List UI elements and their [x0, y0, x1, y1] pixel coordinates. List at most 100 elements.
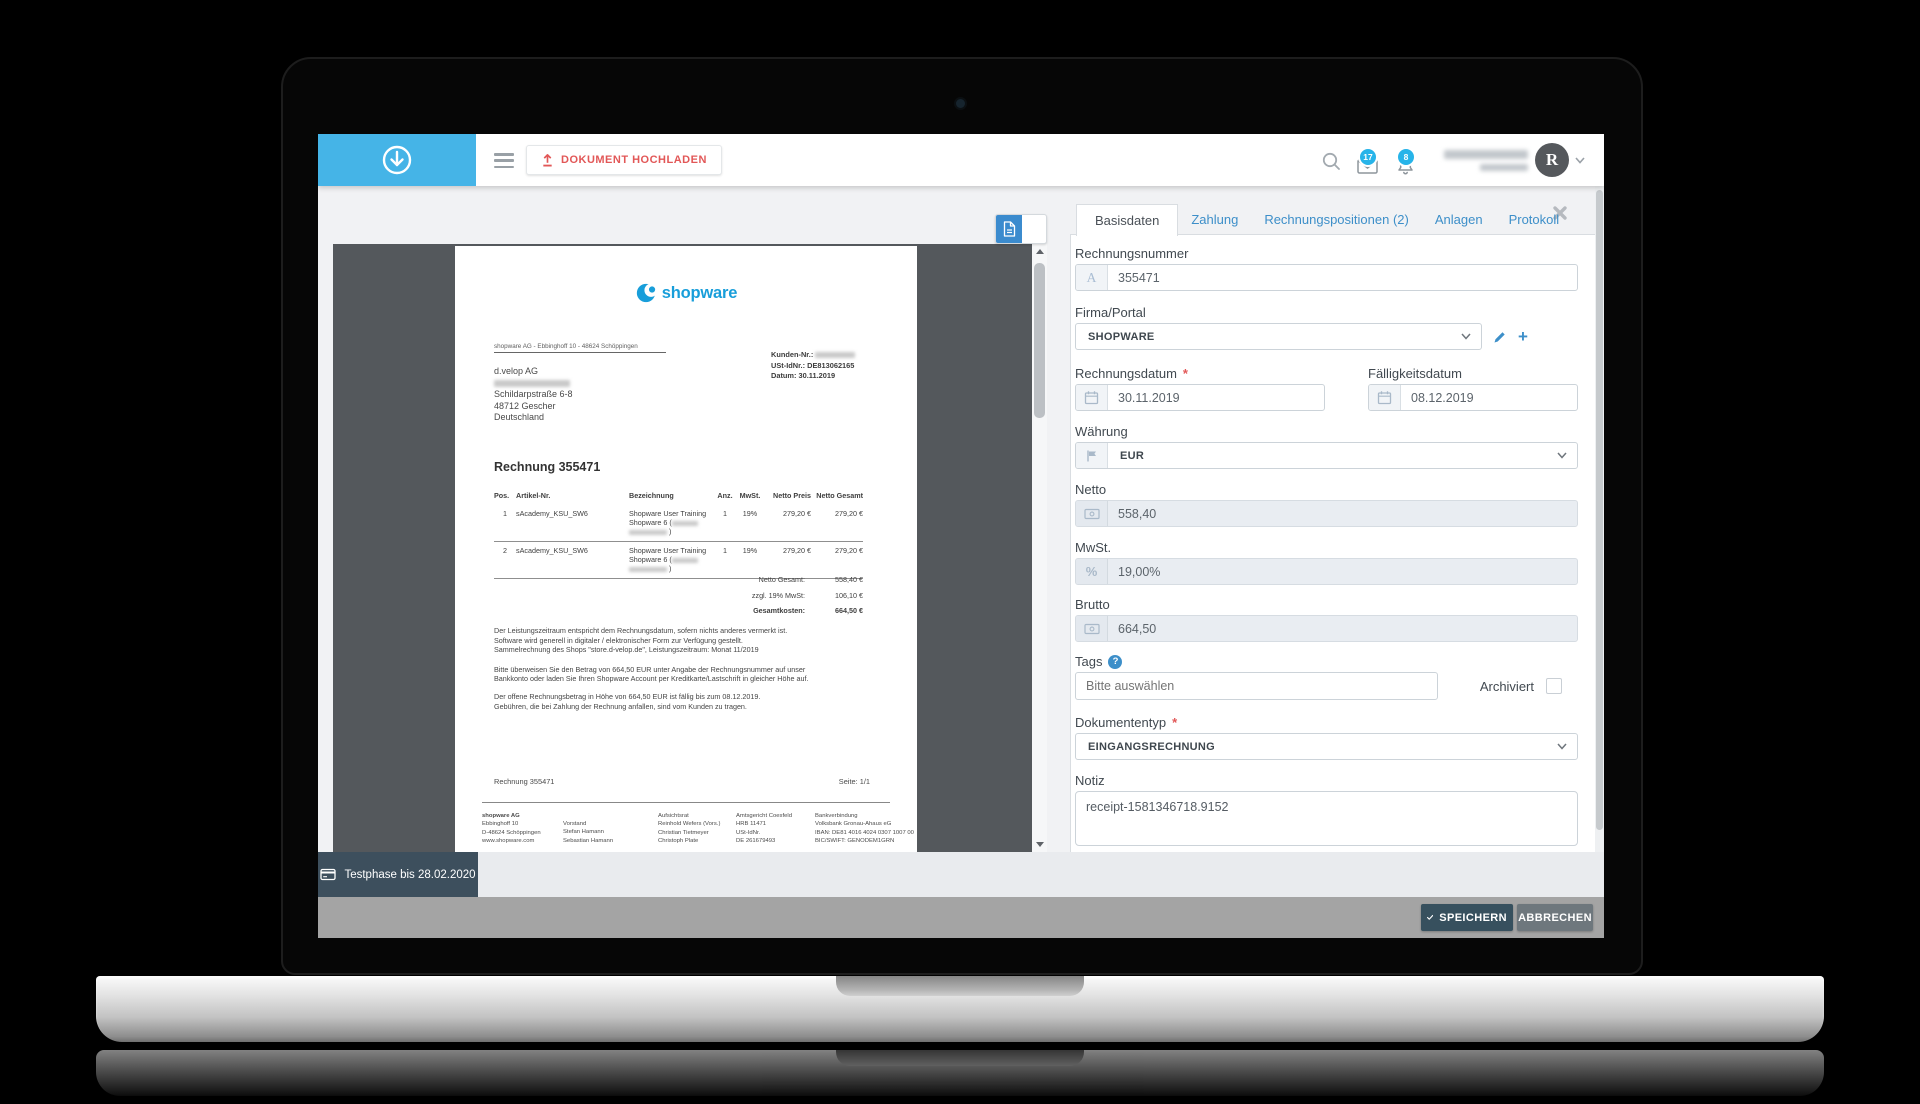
download-circle-icon: [382, 145, 412, 175]
invoice-footer-divider: [482, 802, 890, 803]
archiviert-checkbox[interactable]: [1546, 678, 1562, 694]
avatar-letter: R: [1545, 150, 1559, 169]
field-dates-row: Rechnungsdatum *: [1075, 366, 1578, 411]
document-viewer: shopware shopware AG - Ebbinghoff 10 - 4…: [333, 244, 1047, 852]
laptop-base-notch: [836, 1050, 1084, 1066]
laptop-base-reflection: [96, 1050, 1824, 1096]
chevron-down-icon[interactable]: [1575, 157, 1585, 164]
field-label: Notiz: [1075, 773, 1105, 788]
avatar[interactable]: R: [1535, 143, 1569, 177]
kunden-nr-label: Kunden-Nr.:: [771, 350, 814, 359]
menu-icon[interactable]: [494, 153, 514, 168]
kunden-nr-redacted: [815, 352, 856, 359]
invoice-date-line: Datum: 30.11.2019: [771, 371, 836, 380]
tab-basisdaten[interactable]: Basisdaten: [1076, 203, 1179, 236]
item-detail-redacted: [671, 557, 698, 563]
recipient-line: Deutschland: [494, 412, 545, 422]
rechnungsnummer-input[interactable]: [1108, 265, 1577, 290]
pdf-toggle-off[interactable]: [1022, 215, 1046, 243]
invoice-sender-line: shopware AG - Ebbinghoff 10 - 48624 Schö…: [494, 343, 666, 353]
scroll-down-button[interactable]: [1032, 837, 1047, 852]
brutto-value: 664,50: [1118, 621, 1157, 636]
help-icon[interactable]: ?: [1108, 655, 1123, 669]
pdf-preview-toggle[interactable]: [995, 214, 1047, 244]
app-topbar: DOKUMENT HOCHLADEN 17 8: [318, 134, 1604, 186]
tab-anlagen[interactable]: Anlagen: [1434, 212, 1483, 227]
field-netto: Netto 558,40: [1075, 482, 1578, 527]
laptop-base-notch: [836, 976, 1084, 996]
invoice-recipient-address: d.velop AG Schildarpstraße 6-8 48712 Ges…: [494, 366, 573, 424]
pdf-file-icon: [1003, 221, 1015, 237]
percent-icon: %: [1076, 559, 1108, 584]
chevron-down-icon: [1557, 743, 1577, 750]
field-mwst: MwSt. % 19,00%: [1075, 540, 1578, 585]
search-icon[interactable]: [1322, 152, 1341, 171]
field-label: Firma/Portal: [1075, 305, 1146, 320]
field-notiz: Notiz receipt-1581346718.9152: [1075, 773, 1578, 851]
field-label: Rechnungsnummer: [1075, 246, 1189, 261]
shopware-logo-icon: [636, 283, 657, 303]
tab-bar: Basisdaten Zahlung Rechnungspositionen (…: [1070, 203, 1572, 236]
field-label: Netto: [1075, 482, 1107, 497]
upload-document-button[interactable]: DOKUMENT HOCHLADEN: [526, 145, 722, 175]
tags-input[interactable]: [1075, 672, 1438, 700]
notiz-textarea[interactable]: receipt-1581346718.9152: [1075, 791, 1578, 846]
recipient-line: d.velop AG: [494, 366, 539, 376]
viewer-scrollbar[interactable]: [1032, 244, 1047, 852]
credit-card-icon: [320, 868, 337, 881]
panel-scrollbar[interactable]: [1595, 186, 1604, 852]
panel-scrollbar-thumb[interactable]: [1596, 190, 1603, 830]
tab-rechnungspositionen[interactable]: Rechnungspositionen (2): [1264, 212, 1409, 227]
field-waehrung: Währung EUR: [1075, 424, 1578, 469]
waehrung-select[interactable]: EUR: [1075, 442, 1578, 469]
action-bar: SPEICHERN ABBRECHEN: [318, 897, 1604, 938]
field-label: Fälligkeitsdatum: [1368, 366, 1462, 381]
field-faelligkeitsdatum: Fälligkeitsdatum: [1368, 366, 1578, 411]
field-rechnungsnummer: Rechnungsnummer A: [1075, 246, 1578, 291]
invoice-page-footer: Rechnung 355471 Seite: 1/1: [494, 777, 870, 786]
dvelop-logo[interactable]: [318, 134, 476, 186]
cancel-button[interactable]: ABBRECHEN: [1517, 904, 1593, 931]
close-icon[interactable]: [1552, 205, 1568, 221]
field-label: Brutto: [1075, 597, 1110, 612]
field-tags: Tags ? Archiviert: [1075, 654, 1578, 700]
pencil-icon: [1494, 331, 1505, 342]
text-addon-icon: A: [1076, 265, 1108, 290]
add-firma-icon[interactable]: +: [1518, 327, 1528, 346]
tab-protokoll[interactable]: Protokoll: [1508, 212, 1560, 227]
archiviert-label: Archiviert: [1479, 678, 1534, 694]
field-brutto: Brutto 664,50: [1075, 597, 1578, 642]
edit-firma-button[interactable]: [1493, 330, 1507, 344]
invoice-table: Pos. Artikel-Nr. Bezeichnung Anz. MwSt. …: [494, 491, 863, 579]
field-label: Rechnungsdatum: [1075, 366, 1177, 381]
webcam-dot: [956, 99, 965, 108]
viewer-scrollbar-thumb[interactable]: [1034, 263, 1045, 418]
invoice-totals: Netto Gesamt: 558,40 € zzgl. 19% MwSt: 106…: [751, 575, 863, 615]
messages-button[interactable]: 17: [1356, 149, 1383, 176]
faelligkeitsdatum-input[interactable]: [1401, 385, 1577, 410]
user-menu[interactable]: [1436, 150, 1528, 171]
field-label: Dokumententyp: [1075, 715, 1167, 730]
item-detail-redacted: [629, 529, 667, 535]
calendar-icon: [1369, 385, 1401, 410]
chevron-down-icon: [1461, 333, 1481, 340]
chevron-down-icon: [1557, 452, 1577, 459]
shopware-wordmark: shopware: [661, 283, 738, 302]
rechnungsdatum-input[interactable]: [1108, 385, 1324, 410]
tab-zahlung[interactable]: Zahlung: [1191, 212, 1239, 227]
notifications-button[interactable]: 8: [1394, 149, 1420, 177]
footer-strip: Testphase bis 28.02.2020: [318, 852, 1604, 897]
laptop-base: [96, 976, 1824, 1042]
dokumententyp-select[interactable]: EINGANGSRECHNUNG: [1075, 733, 1578, 760]
pdf-toggle-on[interactable]: [996, 215, 1022, 243]
save-button[interactable]: SPEICHERN: [1421, 904, 1513, 931]
upload-icon: [543, 154, 552, 167]
calendar-icon: [1076, 385, 1108, 410]
scroll-up-button[interactable]: [1032, 244, 1047, 259]
flag-icon: [1076, 443, 1108, 468]
invoice-table-row: 2 sAcademy_KSU_SW6 Shopware User Trainin…: [494, 542, 863, 579]
testphase-label: Testphase bis 28.02.2020: [344, 868, 476, 881]
upload-button-label: DOKUMENT HOCHLADEN: [561, 154, 707, 166]
firma-select[interactable]: SHOPWARE: [1075, 323, 1482, 350]
